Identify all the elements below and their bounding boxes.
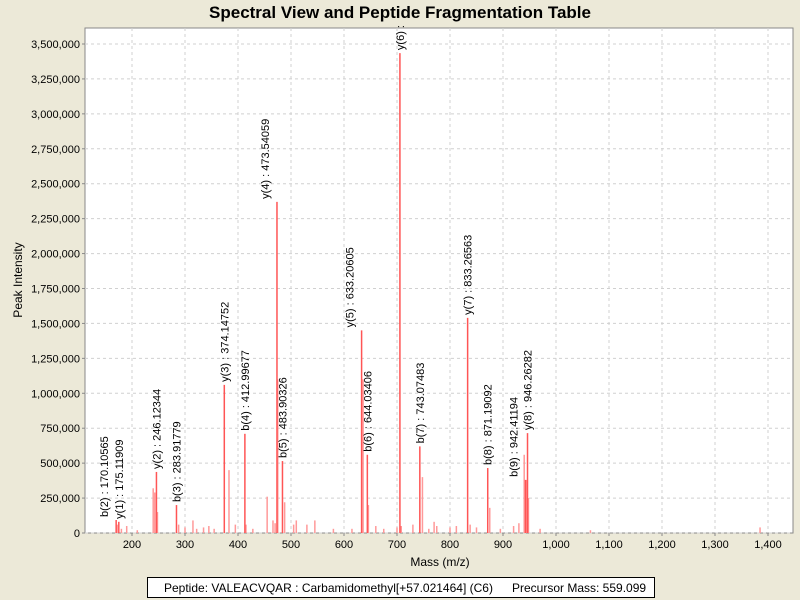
peak-label: y(8) : 946.26282 <box>523 350 535 430</box>
y-axis-label: Peak Intensity <box>11 242 25 317</box>
peak-label: b(6) : 644.03406 <box>362 371 374 452</box>
peak-label: y(7) : 833.26563 <box>463 235 475 315</box>
plot-area <box>84 27 794 534</box>
x-tick-label: 1,300 <box>701 539 729 551</box>
peak-label: b(5) : 483.90326 <box>277 377 289 458</box>
grid <box>85 28 793 534</box>
peak-label: y(3) : 374.14752 <box>219 302 231 382</box>
peak-label: y(1) : 175.11909 <box>114 440 126 519</box>
peak-label: y(5) : 633.20605 <box>345 247 357 327</box>
legend-peptide: Peptide: VALEACVQAR : Carbamidomethyl[+5… <box>164 581 493 595</box>
x-tick-label: 1,000 <box>542 539 570 551</box>
chart-title: Spectral View and Peptide Fragmentation … <box>209 3 591 22</box>
peak-label: b(9) : 942.41194 <box>508 397 520 477</box>
peaks <box>115 53 761 533</box>
peak-label: b(3) : 283.91779 <box>171 421 183 502</box>
x-tick-label: 500 <box>282 539 300 551</box>
y-tick-label: 1,250,000 <box>31 353 80 365</box>
peak-label: y(4) : 473.54059 <box>260 119 272 199</box>
y-tick-label: 3,000,000 <box>31 109 80 121</box>
x-tick-label: 1,100 <box>595 539 623 551</box>
y-tick-label: 2,500,000 <box>31 179 80 191</box>
x-tick-label: 800 <box>441 539 459 551</box>
y-tick-label: 3,250,000 <box>31 74 80 86</box>
peak-label: b(8) : 871.19092 <box>483 384 495 465</box>
x-axis-label: Mass (m/z) <box>410 555 469 569</box>
y-tick-label: 250,000 <box>40 493 80 505</box>
y-tick-label: 1,500,000 <box>31 318 80 330</box>
x-tick-label: 400 <box>229 539 247 551</box>
legend-precursor-mass: Precursor Mass: 559.099 <box>512 581 647 595</box>
x-tick-label: 700 <box>388 539 406 551</box>
y-tick-label: 2,250,000 <box>31 214 80 226</box>
y-tick-label: 500,000 <box>40 458 80 470</box>
legend: Peptide: VALEACVQAR : Carbamidomethyl[+5… <box>147 577 655 598</box>
peak-label: y(2) : 246.12344 <box>151 389 163 469</box>
peak-label: b(2) : 170.10565 <box>99 436 111 517</box>
x-tick-label: 1,400 <box>754 539 782 551</box>
peak-labels: b(2) : 170.10565 y(1) : 175.11909 y(2) : 2… <box>99 25 534 519</box>
peak-label: y(6) : <box>395 25 407 50</box>
x-tick-label: 300 <box>176 539 194 551</box>
y-tick-label: 750,000 <box>40 423 80 435</box>
x-tick-label: 200 <box>123 539 141 551</box>
y-tick-label: 1,750,000 <box>31 284 80 296</box>
x-tick-label: 600 <box>335 539 353 551</box>
y-tick-label: 3,500,000 <box>31 39 80 51</box>
x-tick-label: 900 <box>494 539 512 551</box>
peak-label: b(4) : 412.99677 <box>240 350 252 431</box>
x-tick-label: 1,200 <box>648 539 676 551</box>
y-tick-label: 0 <box>74 528 80 540</box>
axes: 200 300 400 500 600 700 800 900 1,000 1,100 1,200 1… <box>31 39 782 551</box>
y-tick-label: 1,000,000 <box>31 388 80 400</box>
peak-label: b(7) : 743.07483 <box>415 363 427 444</box>
y-tick-label: 2,750,000 <box>31 144 80 156</box>
y-tick-label: 2,000,000 <box>31 249 80 261</box>
